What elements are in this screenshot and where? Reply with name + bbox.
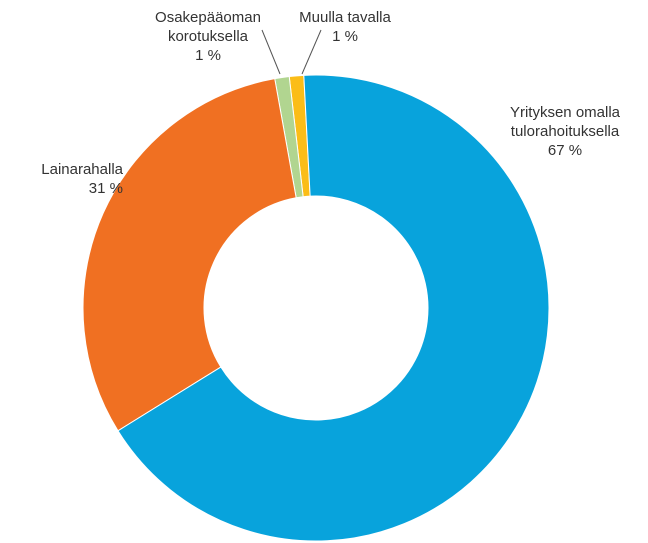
value-label: 1 % bbox=[195, 47, 221, 64]
category-label: Muulla tavalla bbox=[299, 9, 391, 26]
category-label: Lainarahalla bbox=[41, 161, 123, 178]
category-label: Osakepääoman korotuksella bbox=[155, 9, 261, 45]
donut-segment bbox=[274, 75, 304, 199]
slice-label: Yrityksen omalla tulorahoituksella 67 % bbox=[475, 103, 648, 160]
value-label: 67 % bbox=[547, 142, 583, 159]
value-label: 1 % bbox=[332, 28, 358, 45]
value-label: 31 % bbox=[88, 180, 123, 197]
donut-segment bbox=[82, 78, 297, 432]
slice-label: Lainarahalla 31 % bbox=[0, 160, 123, 198]
donut-segment bbox=[117, 74, 550, 542]
slice-label: Osakepääoman korotuksella 1 % bbox=[128, 8, 288, 65]
leader-line bbox=[261, 29, 281, 75]
leader-line bbox=[301, 29, 322, 75]
slice-label: Muulla tavalla 1 % bbox=[285, 8, 405, 46]
category-label: Yrityksen omalla tulorahoituksella bbox=[509, 104, 621, 140]
